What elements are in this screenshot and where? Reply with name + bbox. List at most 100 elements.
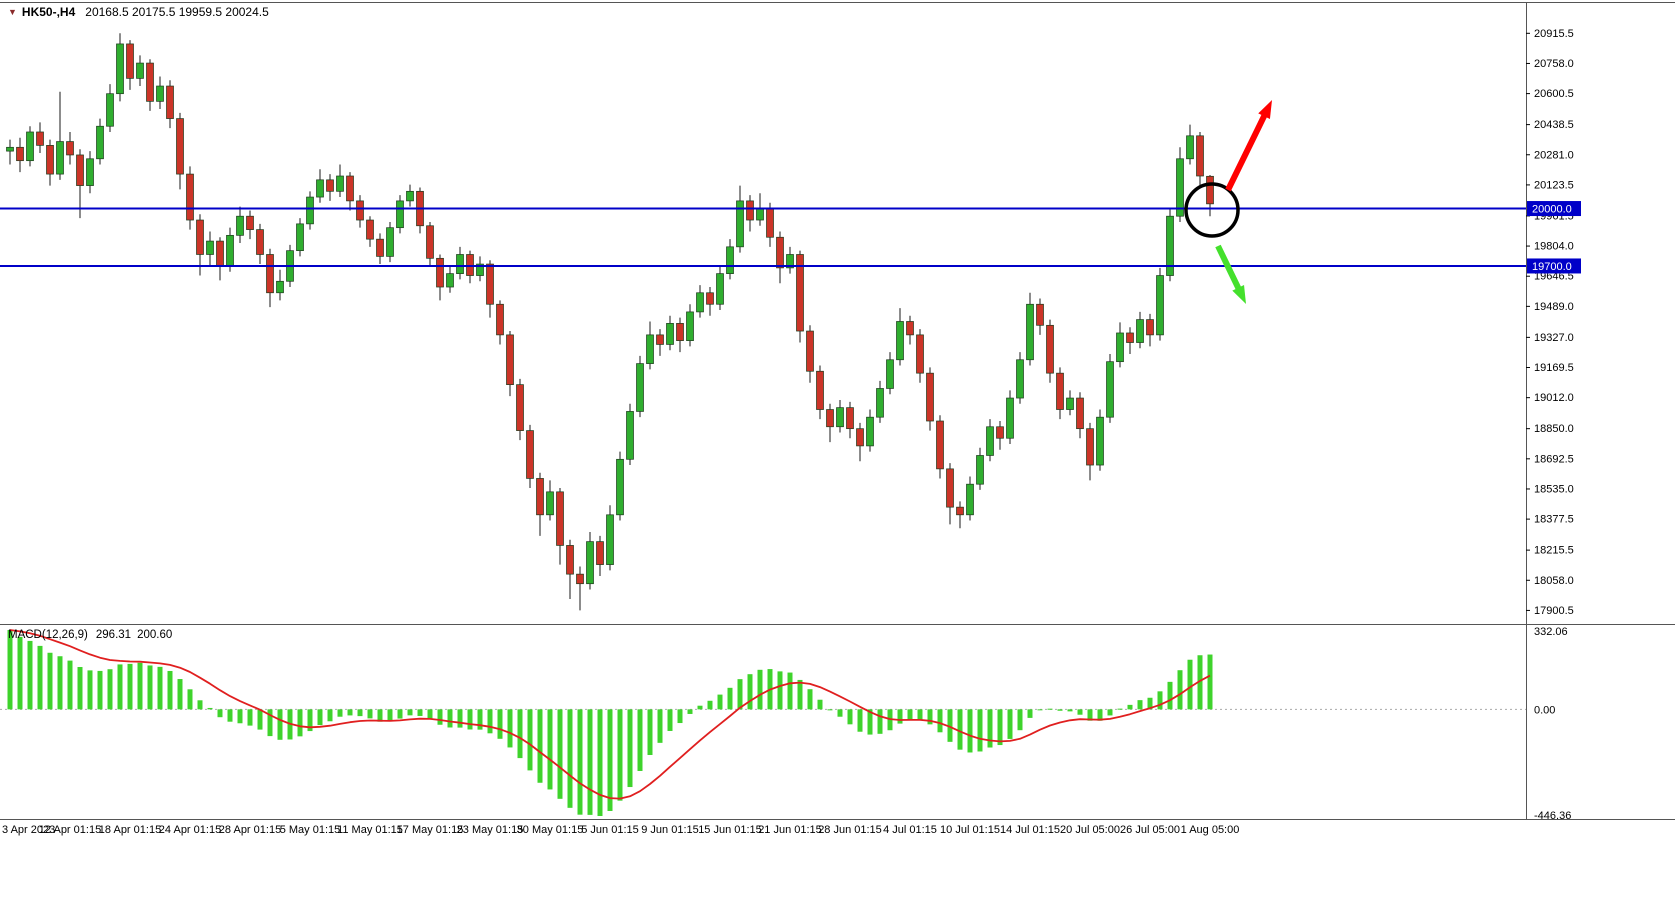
candle-body (186, 173, 194, 221)
macd-bar (527, 709, 533, 771)
bear-candle (676, 317, 684, 353)
candle-body (1146, 319, 1154, 336)
candle-body (396, 200, 404, 229)
candle-body (386, 227, 394, 257)
macd-axis-label: 332.06 (1534, 626, 1568, 638)
candle-body (206, 240, 214, 255)
bull-candle (1176, 147, 1184, 222)
price-axis-label: 20281.0 (1534, 149, 1574, 161)
macd-bar (837, 709, 843, 717)
bull-candle (986, 419, 994, 462)
macd-axis-label: 0.00 (1534, 704, 1555, 716)
candle-body (1016, 359, 1024, 399)
candle-body (836, 407, 844, 428)
bull-candle (96, 118, 104, 165)
macd-bar (467, 709, 473, 730)
candle-body (936, 420, 944, 470)
bear-candle (356, 195, 364, 228)
bullish-arrow-annotation[interactable] (1225, 100, 1272, 192)
bear-candle (496, 300, 504, 345)
macd-bar (417, 709, 423, 716)
candle-body (906, 321, 914, 336)
bull-candle (86, 151, 94, 194)
macd-bar (477, 709, 483, 730)
candle-body (366, 219, 374, 240)
macd-bar (727, 687, 733, 710)
bear-candle (1086, 422, 1094, 481)
candle-body (876, 388, 884, 418)
bear-candle (706, 287, 714, 316)
time-axis-label: 17 May 01:15 (397, 824, 464, 836)
macd-bar (927, 709, 933, 725)
bull-candle (406, 184, 414, 207)
bear-candle (746, 195, 754, 232)
macd-main-value: 296.31 (95, 629, 132, 641)
macd-bar (1197, 655, 1203, 710)
candle-body (956, 506, 964, 516)
price-axis-label: 17900.5 (1534, 605, 1574, 617)
bear-candle (76, 149, 84, 219)
bull-candle (1136, 311, 1144, 349)
bearish-arrow-annotation-head (1232, 284, 1246, 304)
candle-body (636, 363, 644, 412)
time-axis-label: 15 Jun 01:15 (698, 824, 762, 836)
macd-bar (157, 666, 163, 710)
macd-bar (827, 709, 833, 711)
bull-candle (1116, 322, 1124, 368)
bull-candle (646, 321, 654, 370)
macd-bar (587, 709, 593, 815)
price-axis-label: 20758.0 (1534, 58, 1574, 70)
time-axis-label: 1 Aug 05:00 (1181, 824, 1240, 836)
candle-body (516, 384, 524, 431)
candle-body (406, 190, 414, 202)
macd-bar (597, 709, 603, 816)
price-axis-label: 18215.5 (1534, 545, 1574, 557)
highlight-circle-annotation[interactable] (1184, 182, 1240, 238)
macd-bar (987, 709, 993, 748)
bear-candle (256, 223, 264, 265)
candle-body (556, 491, 564, 546)
macd-bar (997, 709, 1003, 746)
candle-body (1116, 332, 1124, 363)
bearish-arrow-annotation[interactable] (1215, 244, 1246, 304)
candle-body (1106, 361, 1114, 418)
macd-bar (227, 709, 233, 722)
bear-candle (906, 315, 914, 345)
candle-body (426, 225, 434, 259)
candle-body (926, 372, 934, 422)
bull-candle (396, 195, 404, 234)
candle-body (36, 131, 44, 146)
candle-body (1076, 397, 1084, 430)
macd-bar (607, 709, 613, 811)
macd-bar (1017, 709, 1023, 731)
candle-body (176, 118, 184, 175)
macd-bar (687, 709, 693, 714)
bear-candle (146, 59, 154, 111)
time-axis-label: 21 Jun 01:15 (758, 824, 822, 836)
macd-bar (977, 709, 983, 752)
candle-body (146, 62, 154, 102)
bull-candle (26, 126, 34, 167)
macd-bar (207, 707, 213, 710)
macd-bar (87, 670, 93, 710)
candle-body (996, 426, 1004, 439)
time-axis-label: 4 Jul 01:15 (883, 824, 937, 836)
candle-body (946, 468, 954, 508)
bull-candle (586, 532, 594, 590)
bull-candle (1106, 354, 1114, 423)
macd-name-label: MACD(12,26,9) (8, 629, 88, 641)
bull-candle (866, 409, 874, 452)
macd-bar (917, 709, 923, 720)
candle-body (596, 541, 604, 565)
macd-bar (747, 674, 753, 710)
price-axis-label: 18377.5 (1534, 514, 1574, 526)
candle-body (496, 303, 504, 336)
candle-body (736, 200, 744, 248)
macd-bar (427, 709, 433, 720)
candle-body (806, 330, 814, 372)
bear-candle (346, 172, 354, 211)
bear-candle (1126, 327, 1134, 355)
candle-body (746, 200, 754, 221)
macd-bar (557, 709, 563, 799)
